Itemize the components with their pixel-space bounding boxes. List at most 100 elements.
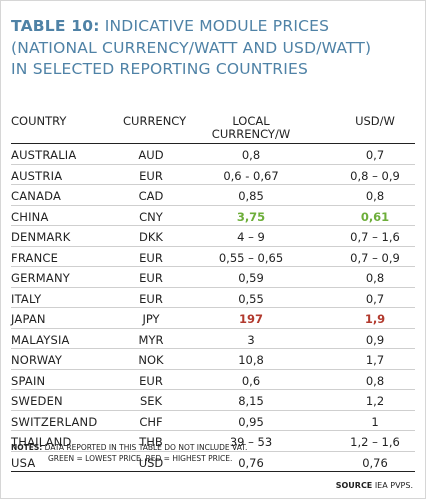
country-cell: GERMANY: [11, 271, 70, 285]
local-price-cell: 4 – 9: [237, 230, 265, 244]
table-row: GERMANY EUR 0,59 0,8: [11, 267, 415, 288]
local-price-cell: 0,8: [241, 148, 261, 162]
country-cell: USA: [11, 455, 36, 470]
country-cell: SWEDEN: [11, 394, 63, 408]
usd-price-cell: 1,9: [364, 312, 386, 326]
country-cell: NORWAY: [11, 353, 63, 367]
country-cell: AUSTRALIA: [11, 148, 77, 162]
local-price-cell: 0,6 - 0,67: [223, 168, 279, 183]
title-line-3: IN SELECTED REPORTING COUNTRIES: [11, 60, 309, 78]
currency-cell: JPY: [142, 312, 160, 326]
header-local-line-2: CURRENCY/W: [211, 127, 291, 141]
currency-cell: CNY: [139, 209, 163, 224]
currency-cell: SEK: [139, 394, 163, 408]
usd-price-cell: 1: [371, 414, 379, 429]
country-cell: ITALY: [11, 291, 42, 306]
table-row: CANADA CAD 0,85 0,8: [11, 185, 415, 206]
usd-price-cell: 0,7 – 1,6: [350, 230, 400, 244]
country-cell: THAILAND: [11, 435, 72, 449]
table-row: SPAIN EUR 0,6 0,8: [11, 370, 415, 390]
currency-cell: AUD: [138, 148, 164, 162]
title-line-1-text: INDICATIVE MODULE PRICES: [99, 17, 330, 35]
usd-price-cell: 0,8: [365, 373, 385, 388]
usd-price-cell: 0,9: [365, 332, 385, 347]
local-price-cell: 0,95: [238, 414, 264, 429]
source-text: IEA PVPS.: [372, 481, 413, 490]
header-rule: [11, 143, 415, 144]
local-price-cell: 3: [247, 332, 255, 347]
usd-price-cell: 1,2 – 1,6: [350, 435, 400, 449]
local-price-cell: 3,75: [236, 209, 266, 224]
currency-cell: EUR: [139, 271, 163, 285]
header-currency: CURRENCY: [123, 114, 187, 128]
table-row: JAPAN JPY 197 1,9: [11, 308, 415, 329]
currency-cell: MYR: [138, 332, 164, 347]
usd-price-cell: 0,7 – 0,9: [350, 250, 400, 265]
table-row: ITALY EUR 0,55 0,7: [11, 288, 415, 308]
title-line-2: (NATIONAL CURRENCY/WATT AND USD/WATT): [11, 38, 372, 57]
currency-cell: CAD: [138, 189, 164, 203]
table-row: USA USD 0,76 0,76: [11, 452, 415, 472]
table-row: SWEDEN SEK 8,15 1,2: [11, 390, 415, 411]
table-body: AUSTRALIA AUD 0,8 0,7 AUSTRIA EUR 0,6 - 0,67 0,…: [11, 144, 415, 472]
usd-price-cell: 0,8: [365, 271, 385, 285]
table-title: TABLE 10: INDICATIVE MODULE PRICES (NATI…: [11, 16, 421, 81]
currency-cell: USD: [138, 455, 164, 470]
usd-price-cell: 0,8: [365, 189, 385, 203]
country-cell: CHINA: [11, 209, 49, 224]
usd-price-cell: 1,2: [365, 394, 385, 408]
currency-cell: EUR: [139, 373, 163, 388]
local-price-cell: 0,55: [238, 291, 264, 306]
header-country: COUNTRY: [11, 114, 67, 128]
country-cell: JAPAN: [11, 312, 46, 326]
local-price-cell: 0,59: [238, 271, 264, 285]
country-cell: SPAIN: [11, 373, 46, 388]
local-price-cell: 0,85: [238, 189, 264, 203]
table-row: FRANCE EUR 0,55 – 0,65 0,7 – 0,9: [11, 247, 415, 267]
local-price-cell: 0,6: [241, 373, 261, 388]
currency-cell: THB: [139, 435, 163, 449]
table-row: MALAYSIA MYR 3 0,9: [11, 329, 415, 349]
currency-cell: EUR: [139, 250, 163, 265]
local-price-cell: 10,8: [238, 353, 264, 367]
usd-price-cell: 0,76: [362, 455, 388, 470]
currency-cell: EUR: [139, 168, 163, 183]
local-price-cell: 197: [238, 312, 263, 326]
local-price-cell: 0,55 – 0,65: [218, 250, 284, 265]
notes-label: NOTES:: [11, 443, 43, 452]
country-cell: FRANCE: [11, 250, 59, 265]
table-row: NORWAY NOK 10,8 1,7: [11, 349, 415, 370]
notes-line-2: GREEN = LOWEST PRICE. RED = HIGHEST PRIC…: [48, 454, 233, 463]
currency-cell: NOK: [138, 353, 164, 367]
header-local-currency: LOCAL CURRENCY/W: [191, 115, 311, 141]
table-row: AUSTRIA EUR 0,6 - 0,67 0,8 – 0,9: [11, 165, 415, 185]
usd-price-cell: 0,7: [365, 291, 385, 306]
local-price-cell: 0,76: [238, 455, 264, 470]
table-notes: NOTES: DATA REPORTED IN THIS TABLE DO NO…: [11, 442, 421, 464]
table-row: THAILAND THB 39 – 53 1,2 – 1,6: [11, 431, 415, 452]
table-row: DENMARK DKK 4 – 9 0,7 – 1,6: [11, 226, 415, 247]
usd-price-cell: 1,7: [365, 353, 385, 367]
title-label: TABLE 10:: [11, 17, 100, 35]
table-row: AUSTRALIA AUD 0,8 0,7: [11, 144, 415, 165]
table-row: SWITZERLAND CHF 0,95 1: [11, 411, 415, 431]
local-price-cell: 8,15: [238, 394, 264, 408]
currency-cell: DKK: [139, 230, 163, 244]
notes-line-1: DATA REPORTED IN THIS TABLE DO NOT INCLU…: [42, 443, 248, 452]
currency-cell: EUR: [139, 291, 163, 306]
local-price-cell: 39 – 53: [229, 435, 273, 449]
table-source: SOURCE IEA PVPS.: [336, 481, 413, 490]
usd-price-cell: 0,7: [365, 148, 385, 162]
header-local-line-1: LOCAL: [232, 114, 270, 128]
country-cell: MALAYSIA: [11, 332, 70, 347]
country-cell: DENMARK: [11, 230, 71, 244]
currency-cell: CHF: [139, 414, 163, 429]
header-usd: USD/W: [355, 114, 395, 128]
usd-price-cell: 0,61: [360, 209, 390, 224]
usd-price-cell: 0,8 – 0,9: [350, 168, 400, 183]
country-cell: AUSTRIA: [11, 168, 63, 183]
country-cell: CANADA: [11, 189, 62, 203]
table-row: CHINA CNY 3,75 0,61: [11, 206, 415, 226]
source-label: SOURCE: [335, 481, 373, 490]
